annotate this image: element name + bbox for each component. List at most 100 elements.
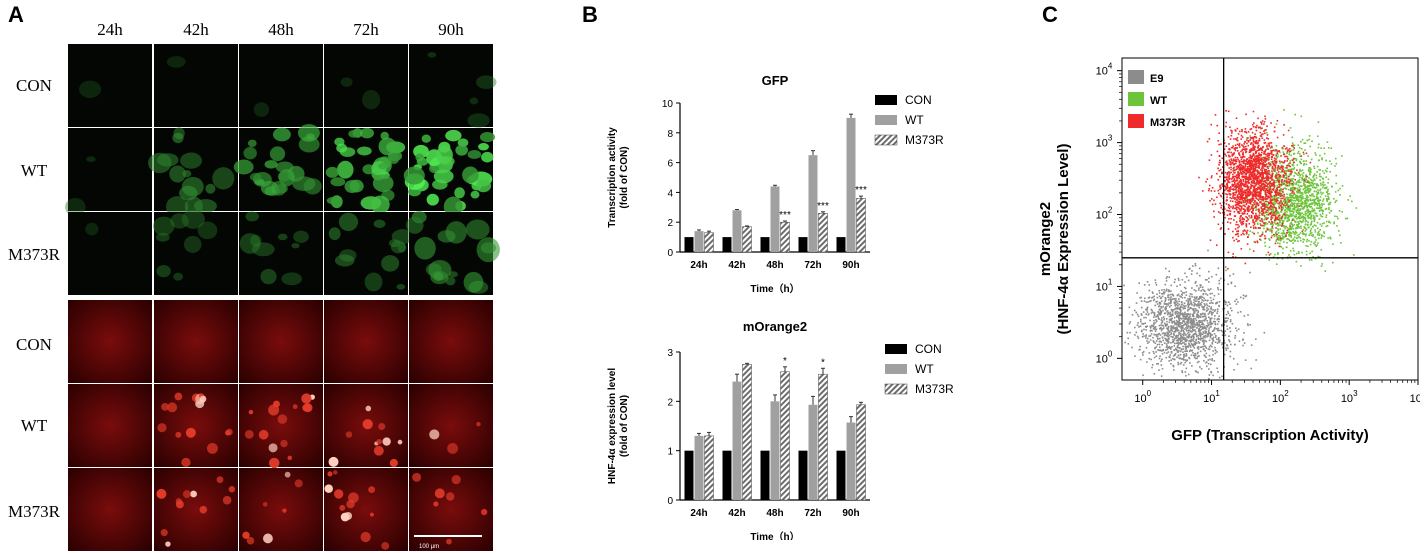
morange-cell (224, 430, 231, 436)
scatter-point (1147, 297, 1150, 299)
scatter-point (1161, 332, 1164, 335)
scatter-point (1208, 348, 1211, 351)
scatter-point (1315, 215, 1318, 217)
scatter-point (1180, 318, 1183, 320)
scatter-point (1243, 212, 1245, 215)
scatter-point (1151, 364, 1154, 366)
scatter-point (1235, 159, 1237, 161)
scatter-point (1302, 206, 1305, 209)
morange-cell (284, 471, 291, 478)
scatter-point (1235, 139, 1238, 141)
scatter-point (1249, 164, 1252, 167)
scatter-point (1259, 163, 1261, 165)
scatter-point (1234, 233, 1237, 236)
scatter-point (1308, 203, 1310, 206)
scatter-point (1176, 326, 1178, 329)
scatter-point (1200, 313, 1203, 316)
scatter-point (1172, 333, 1175, 336)
scatter-point (1208, 138, 1211, 140)
scatter-point (1279, 242, 1281, 245)
scatter-point (1184, 345, 1187, 348)
scatter-point (1180, 305, 1182, 308)
scatter-point (1297, 209, 1299, 212)
scatter-point (1305, 175, 1307, 177)
scatter-point (1270, 236, 1273, 239)
scatter-point (1211, 323, 1213, 325)
scatter-point (1241, 187, 1244, 190)
scatter-point (1153, 352, 1155, 355)
scatter-point (1167, 326, 1170, 329)
scatter-point (1297, 225, 1299, 227)
scatter-point (1309, 224, 1312, 226)
scatter-point (1230, 129, 1232, 132)
scatter-point (1317, 255, 1320, 258)
scatter-point (1245, 200, 1248, 202)
scatter-point (1207, 288, 1210, 291)
scatter-point (1304, 230, 1307, 232)
scatter-point (1299, 153, 1301, 155)
scatter-point (1193, 296, 1196, 298)
scatter-point (1304, 190, 1306, 193)
morange-cell (368, 486, 376, 494)
scatter-point (1280, 232, 1283, 235)
scatter-point (1292, 228, 1295, 230)
scatter-point (1245, 150, 1248, 153)
y-axis-label: Transcription activity (607, 127, 618, 228)
scatter-point (1233, 215, 1236, 217)
scatter-point (1234, 194, 1237, 196)
scatter-point (1231, 180, 1233, 183)
scatter-point (1314, 257, 1317, 260)
scatter-point (1227, 206, 1230, 209)
scatter-point (1237, 210, 1239, 213)
scatter-point (1306, 189, 1308, 192)
scatter-point (1309, 145, 1311, 148)
scatter-point (1256, 149, 1259, 152)
scatter-point (1179, 317, 1182, 319)
bar (808, 155, 818, 252)
scatter-point (1202, 331, 1205, 333)
scatter-point (1264, 191, 1267, 193)
scatter-point (1168, 306, 1171, 308)
scatter-point (1285, 213, 1288, 216)
scatter-point (1283, 145, 1285, 147)
gfp-cell (212, 167, 235, 190)
scatter-point (1264, 223, 1267, 226)
scatter-point (1275, 230, 1278, 233)
scatter-point (1205, 180, 1207, 183)
scatter-point (1300, 162, 1303, 165)
scatter-point (1236, 197, 1239, 199)
scatter-point (1267, 162, 1270, 164)
scatter-point (1245, 231, 1248, 233)
scatter-point (1233, 343, 1236, 346)
scatter-point (1281, 167, 1284, 169)
scatter-point (1305, 245, 1307, 247)
scatter-point (1198, 338, 1201, 340)
scatter-point (1189, 346, 1192, 348)
scatter-point (1257, 158, 1259, 160)
scatter-point (1216, 342, 1219, 344)
scatter-point (1311, 210, 1314, 212)
scatter-point (1175, 303, 1178, 306)
y-tick-label: 10 (662, 99, 674, 110)
scatter-point (1264, 115, 1266, 118)
scatter-point (1227, 136, 1230, 138)
scatter-point (1321, 170, 1324, 172)
scatter-point (1257, 183, 1260, 186)
scatter-point (1271, 173, 1274, 176)
scatter-point (1226, 325, 1228, 327)
scatter-point (1307, 245, 1309, 248)
scatter-point (1267, 189, 1270, 192)
scatter-point (1187, 279, 1190, 282)
scatter-point (1261, 220, 1263, 222)
scatter-point (1273, 159, 1276, 162)
scatter-point (1268, 192, 1270, 194)
morange-cell (262, 533, 273, 544)
scatter-point (1250, 197, 1253, 200)
scatter-point (1220, 195, 1223, 198)
scatter-point (1334, 215, 1336, 218)
scatter-point (1153, 298, 1156, 301)
scatter-point (1176, 321, 1178, 324)
gfp-cell (156, 264, 171, 278)
scatter-point (1183, 318, 1186, 320)
scatter-point (1293, 215, 1296, 218)
